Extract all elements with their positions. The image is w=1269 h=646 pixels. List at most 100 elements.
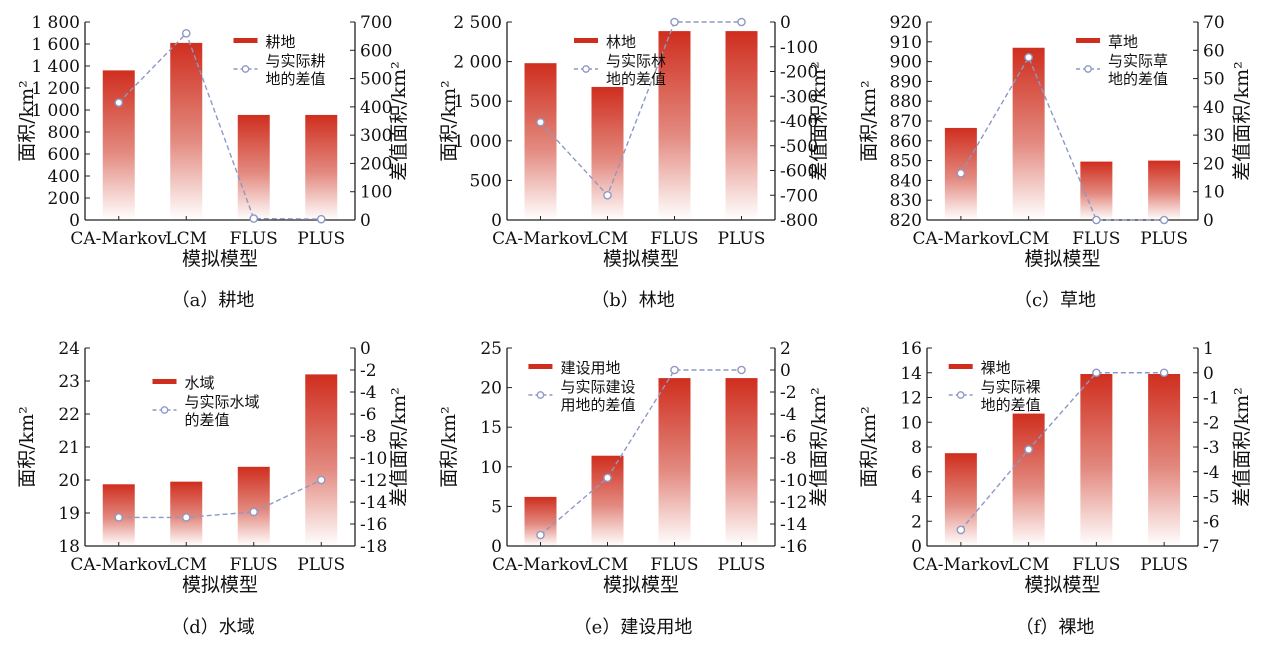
diff-point <box>1092 368 1101 378</box>
y-tick-label: 900 <box>890 53 922 73</box>
y2-axis-label: 差值面积/km² <box>808 61 830 181</box>
y-tick-label: 1 400 <box>31 57 80 77</box>
y-tick-label: 860 <box>890 132 922 152</box>
y2-tick-label: 0 <box>360 211 371 231</box>
bar <box>658 31 691 220</box>
x-axis-label: 模拟模型 <box>182 248 258 270</box>
diff-point <box>1024 445 1033 454</box>
legend-line-label: 地的差值 <box>266 70 326 88</box>
y2-tick-label: 10 <box>1203 183 1225 203</box>
legend-bar-swatch <box>152 379 177 384</box>
diff-point <box>249 507 259 517</box>
y-tick-label: 910 <box>890 33 922 53</box>
legend-line-label: 与实际草 <box>1108 52 1168 70</box>
x-axis-label: 模拟模型 <box>603 574 679 596</box>
y2-tick-label: -800 <box>780 211 818 231</box>
diff-line <box>539 21 742 197</box>
bar <box>1080 373 1113 546</box>
y2-tick-label: -3 <box>1203 438 1220 458</box>
x-tick-label: PLUS <box>718 555 766 575</box>
diff-point <box>1092 215 1101 225</box>
y-tick-label: 14 <box>900 364 922 384</box>
panel-caption: （c）草地 <box>1014 290 1096 311</box>
bar <box>237 114 270 220</box>
bar <box>1012 47 1045 220</box>
y2-tick-label: 200 <box>360 154 392 174</box>
diff-point <box>114 98 124 107</box>
x-tick-label: CA-Markov <box>70 229 167 249</box>
x-tick-label: LCM <box>587 229 629 249</box>
y2-tick-label: 0 <box>780 361 791 381</box>
panel-caption: （a）耕地 <box>172 290 255 311</box>
y2-tick-label: -4 <box>1203 463 1220 483</box>
y-tick-label: 880 <box>890 92 922 112</box>
diff-line <box>118 479 322 519</box>
y2-axis-label: 差值面积/km² <box>388 387 410 507</box>
y-tick-label: 20 <box>58 471 80 491</box>
bar <box>524 63 557 221</box>
y2-tick-label: -5 <box>1203 488 1220 508</box>
diff-point <box>181 513 191 522</box>
y-tick-label: 800 <box>48 123 80 143</box>
panel-caption: （f）裸地 <box>1016 617 1095 638</box>
y-tick-label: 890 <box>890 72 922 92</box>
y2-tick-label: 0 <box>1203 211 1214 231</box>
y2-tick-label: 600 <box>360 41 392 61</box>
x-tick-label: LCM <box>165 555 207 575</box>
diff-line <box>960 372 1165 531</box>
chart-panel: 0 500 1 000 1 500 2 000 2 500 -800 -700 -600 -500… <box>438 13 830 311</box>
legend-bar-label: 林地 <box>606 33 636 51</box>
x-tick-label: CA-Markov <box>912 555 1009 575</box>
y2-tick-label: 300 <box>360 126 392 146</box>
y2-tick-label: 0 <box>360 339 371 359</box>
legend-line-marker <box>582 65 590 73</box>
y-tick-label: 4 <box>911 488 922 508</box>
diff-point <box>956 525 966 535</box>
legend-line-label: 地的差值 <box>606 70 666 88</box>
legend-line-marker <box>241 65 250 73</box>
y2-tick-label: -2 <box>780 383 797 403</box>
diff-point <box>603 190 612 200</box>
x-tick-label: LCM <box>1008 229 1050 249</box>
diff-point <box>670 365 679 375</box>
x-tick-label: PLUS <box>1140 229 1188 249</box>
y-tick-label: 6 <box>911 463 922 483</box>
y-tick-label: 24 <box>58 339 80 359</box>
y2-tick-label: 0 <box>1203 364 1214 384</box>
diff-point <box>670 17 679 27</box>
y2-tick-label: -10 <box>780 471 807 491</box>
legend-line-label: 用地的差值 <box>560 396 635 414</box>
diff-line <box>540 369 742 536</box>
legend-bar-label: 草地 <box>1108 33 1138 51</box>
x-tick-label: CA-Markov <box>912 229 1009 249</box>
y2-tick-label: -12 <box>360 471 387 491</box>
diff-point <box>536 530 545 540</box>
bar <box>725 378 758 546</box>
y2-tick-label: -4 <box>780 405 797 425</box>
y2-tick-label: -12 <box>780 493 807 513</box>
y-tick-label: 18 <box>58 537 80 557</box>
bar <box>725 31 758 220</box>
y2-tick-label: -7 <box>1203 537 1220 557</box>
y-tick-label: 12 <box>900 389 922 409</box>
y-axis-label: 面积/km² <box>438 406 460 488</box>
y2-tick-label: 500 <box>360 70 392 90</box>
y2-tick-label: 2 <box>780 339 791 359</box>
y-tick-label: 1 800 <box>31 13 80 33</box>
x-tick-label: LCM <box>165 229 207 249</box>
y-axis-label: 面积/km² <box>16 406 38 488</box>
y-tick-label: 21 <box>58 438 80 458</box>
y2-tick-label: -18 <box>360 537 387 557</box>
x-tick-label: FLUS <box>1072 555 1120 575</box>
y-tick-label: 2 <box>911 512 922 532</box>
x-tick-label: FLUS <box>1072 229 1120 249</box>
chart-panel: 0510152025-16-14-12-10-8-6-4-202CA-Marko… <box>438 339 830 638</box>
legend-line-label: 地的差值 <box>1108 70 1168 88</box>
y-tick-label: 22 <box>58 405 80 425</box>
bar <box>1148 160 1181 220</box>
y2-tick-label: -400 <box>780 112 818 132</box>
legend-line-marker <box>1084 65 1092 73</box>
y2-tick-label: 20 <box>1203 154 1225 174</box>
y2-tick-label: -1 <box>1203 389 1220 409</box>
